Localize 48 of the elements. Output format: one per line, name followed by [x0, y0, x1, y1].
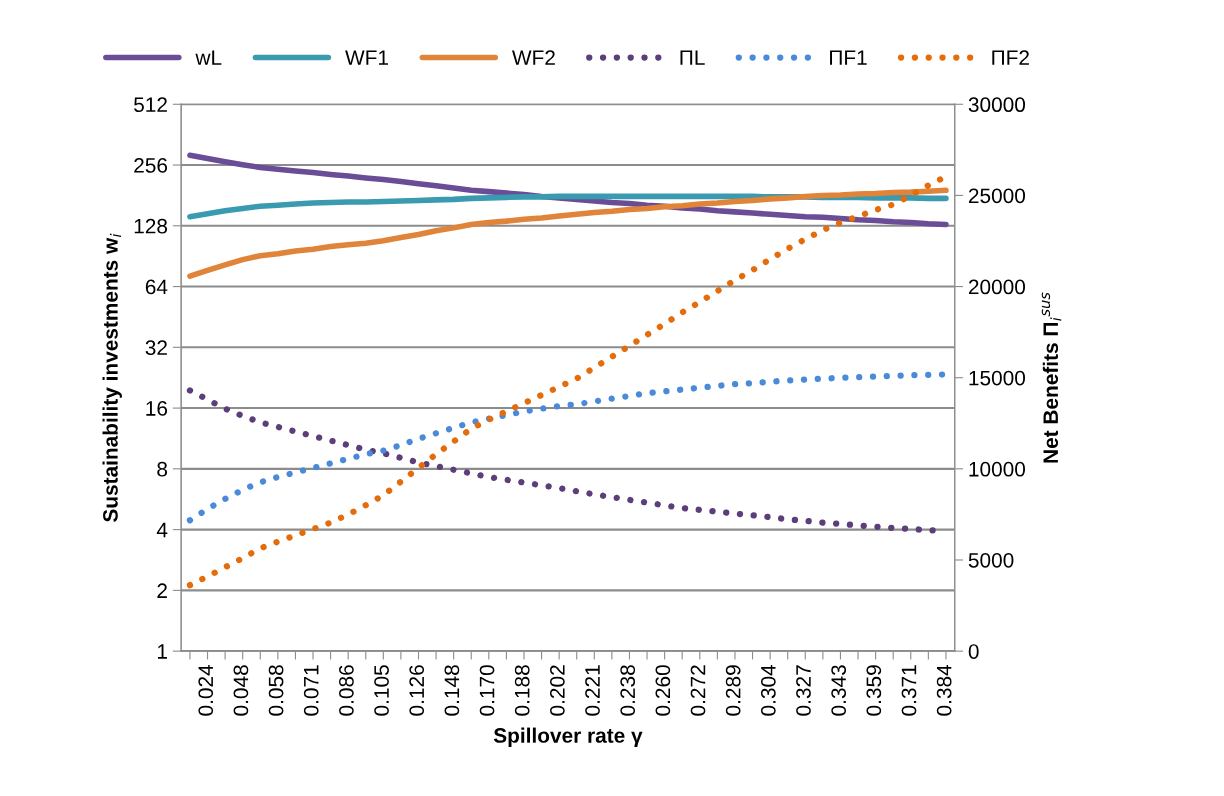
y-tick-label: 4	[156, 522, 168, 538]
x-tick-label: 0.202	[549, 665, 565, 716]
legend-label: WF1	[345, 50, 388, 65]
y2-axis-title: Net Benefits Π$_{i}$$^{sus}$	[1041, 292, 1062, 463]
x-tick-label: 0.327	[796, 665, 811, 716]
y-tick-label: 256	[134, 158, 168, 173]
y2-tick-label: 15000	[969, 370, 1026, 386]
legend-label: WF2	[512, 50, 555, 65]
x-tick-label: 0.238	[620, 665, 636, 716]
x-tick-label: 0.086	[339, 665, 354, 716]
x-tick-label: 0.105	[374, 665, 389, 716]
legend-label: ΠL	[680, 50, 705, 65]
legend-label: ΠF1	[830, 50, 867, 65]
x-tick-label: 0.048	[233, 665, 249, 716]
y-tick-label: 1	[157, 644, 167, 659]
x-tick-label: 0.058	[268, 665, 284, 716]
x-axis-title: Spillover rate γ	[493, 727, 643, 747]
x-tick-label: 0.289	[725, 665, 741, 716]
y-tick-label: 16	[146, 401, 168, 416]
x-tick-label: 0.272	[690, 665, 706, 716]
x-tick-label: 0.384	[936, 664, 952, 716]
x-tick-label: 0.024	[198, 664, 214, 716]
legend-label: ΠF2	[992, 50, 1029, 65]
y-tick-label: 128	[134, 218, 168, 234]
legend-label: wL	[195, 50, 222, 65]
x-tick-label: 0.359	[866, 665, 882, 716]
y-axis-title: Sustainability investments w$_{i}$	[102, 233, 122, 522]
y2-tick-label: 10000	[969, 461, 1026, 477]
y2-tick-label: 0	[968, 644, 979, 659]
x-tick-label: 0.343	[831, 665, 847, 716]
x-tick-label: 0.188	[514, 665, 530, 716]
y2-tick-label: 25000	[968, 188, 1026, 204]
x-tick-label: 0.260	[655, 665, 671, 716]
y2-tick-label: 30000	[968, 97, 1026, 113]
y-tick-label: 8	[157, 461, 168, 477]
x-tick-label: 0.371	[901, 665, 917, 716]
y-tick-label: 64	[145, 279, 168, 295]
y-tick-label: 2	[157, 583, 167, 598]
y2-tick-label: 20000	[968, 279, 1026, 295]
y-tick-label: 512	[134, 97, 167, 113]
x-tick-label: 0.071	[303, 665, 319, 716]
y2-tick-label: 5000	[968, 552, 1014, 568]
x-tick-label: 0.148	[444, 665, 460, 716]
x-tick-label: 0.304	[760, 664, 776, 716]
x-tick-label: 0.126	[409, 665, 425, 716]
x-tick-label: 0.170	[479, 665, 495, 716]
x-tick-label: 0.221	[585, 665, 600, 716]
y-tick-label: 32	[145, 340, 167, 356]
